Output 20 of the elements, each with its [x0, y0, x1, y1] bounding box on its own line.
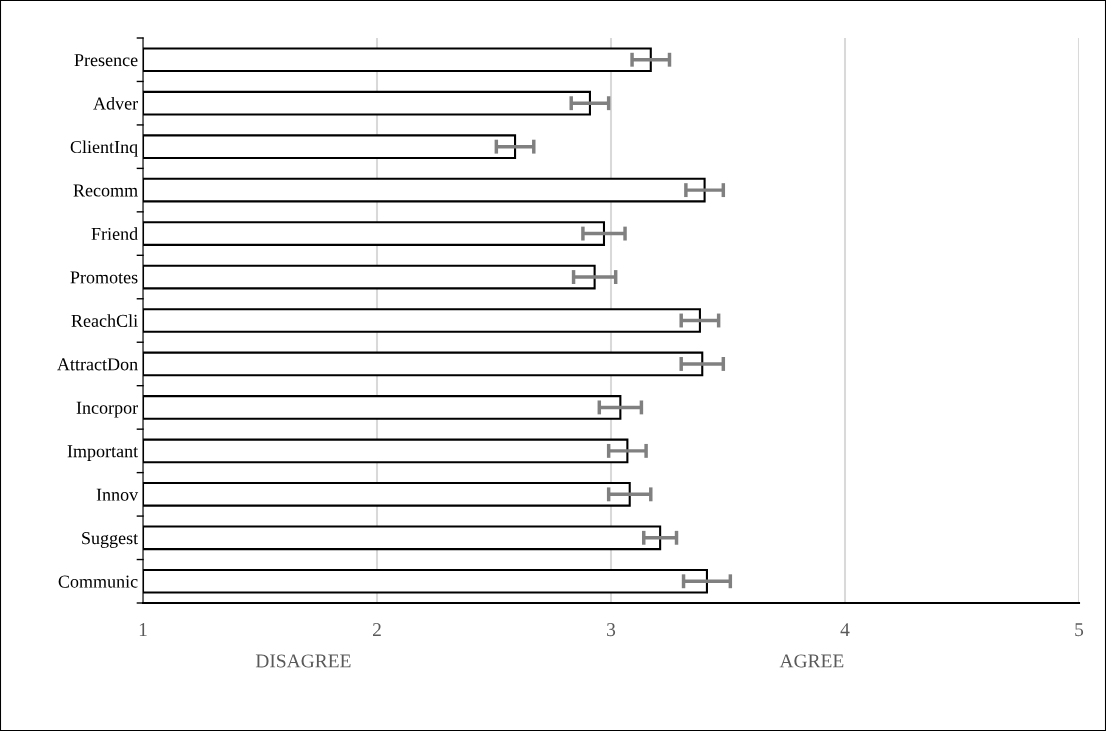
- y-tick-label: Suggest: [82, 532, 139, 548]
- x-tick-label: 4: [840, 623, 850, 636]
- y-tick-label: Friend: [91, 227, 138, 241]
- y-tick-label: Promotes: [70, 271, 138, 284]
- text: AGREE: [779, 654, 844, 668]
- x-tick-label: 1: [139, 623, 147, 636]
- y-tick-label: Recomm: [73, 184, 138, 197]
- y-tick-label: Adver: [93, 96, 138, 110]
- text: DISAGREE: [255, 654, 351, 668]
- y-tick-label: Presence: [74, 54, 138, 67]
- y-tick-label: ReachCli: [71, 314, 138, 327]
- x-tick-label: 2: [372, 623, 381, 636]
- x-tick-label: 3: [607, 623, 616, 637]
- y-tick-label: Innov: [96, 488, 139, 501]
- y-tick-label: AttractDon: [57, 358, 138, 371]
- y-tick-label: Important: [67, 445, 139, 461]
- y-tick-label: Incorpor: [76, 401, 138, 418]
- x-tick-label: 5: [1075, 623, 1084, 637]
- y-tick-label: Communic: [58, 575, 138, 588]
- y-tick-label: ClientInq: [70, 140, 138, 157]
